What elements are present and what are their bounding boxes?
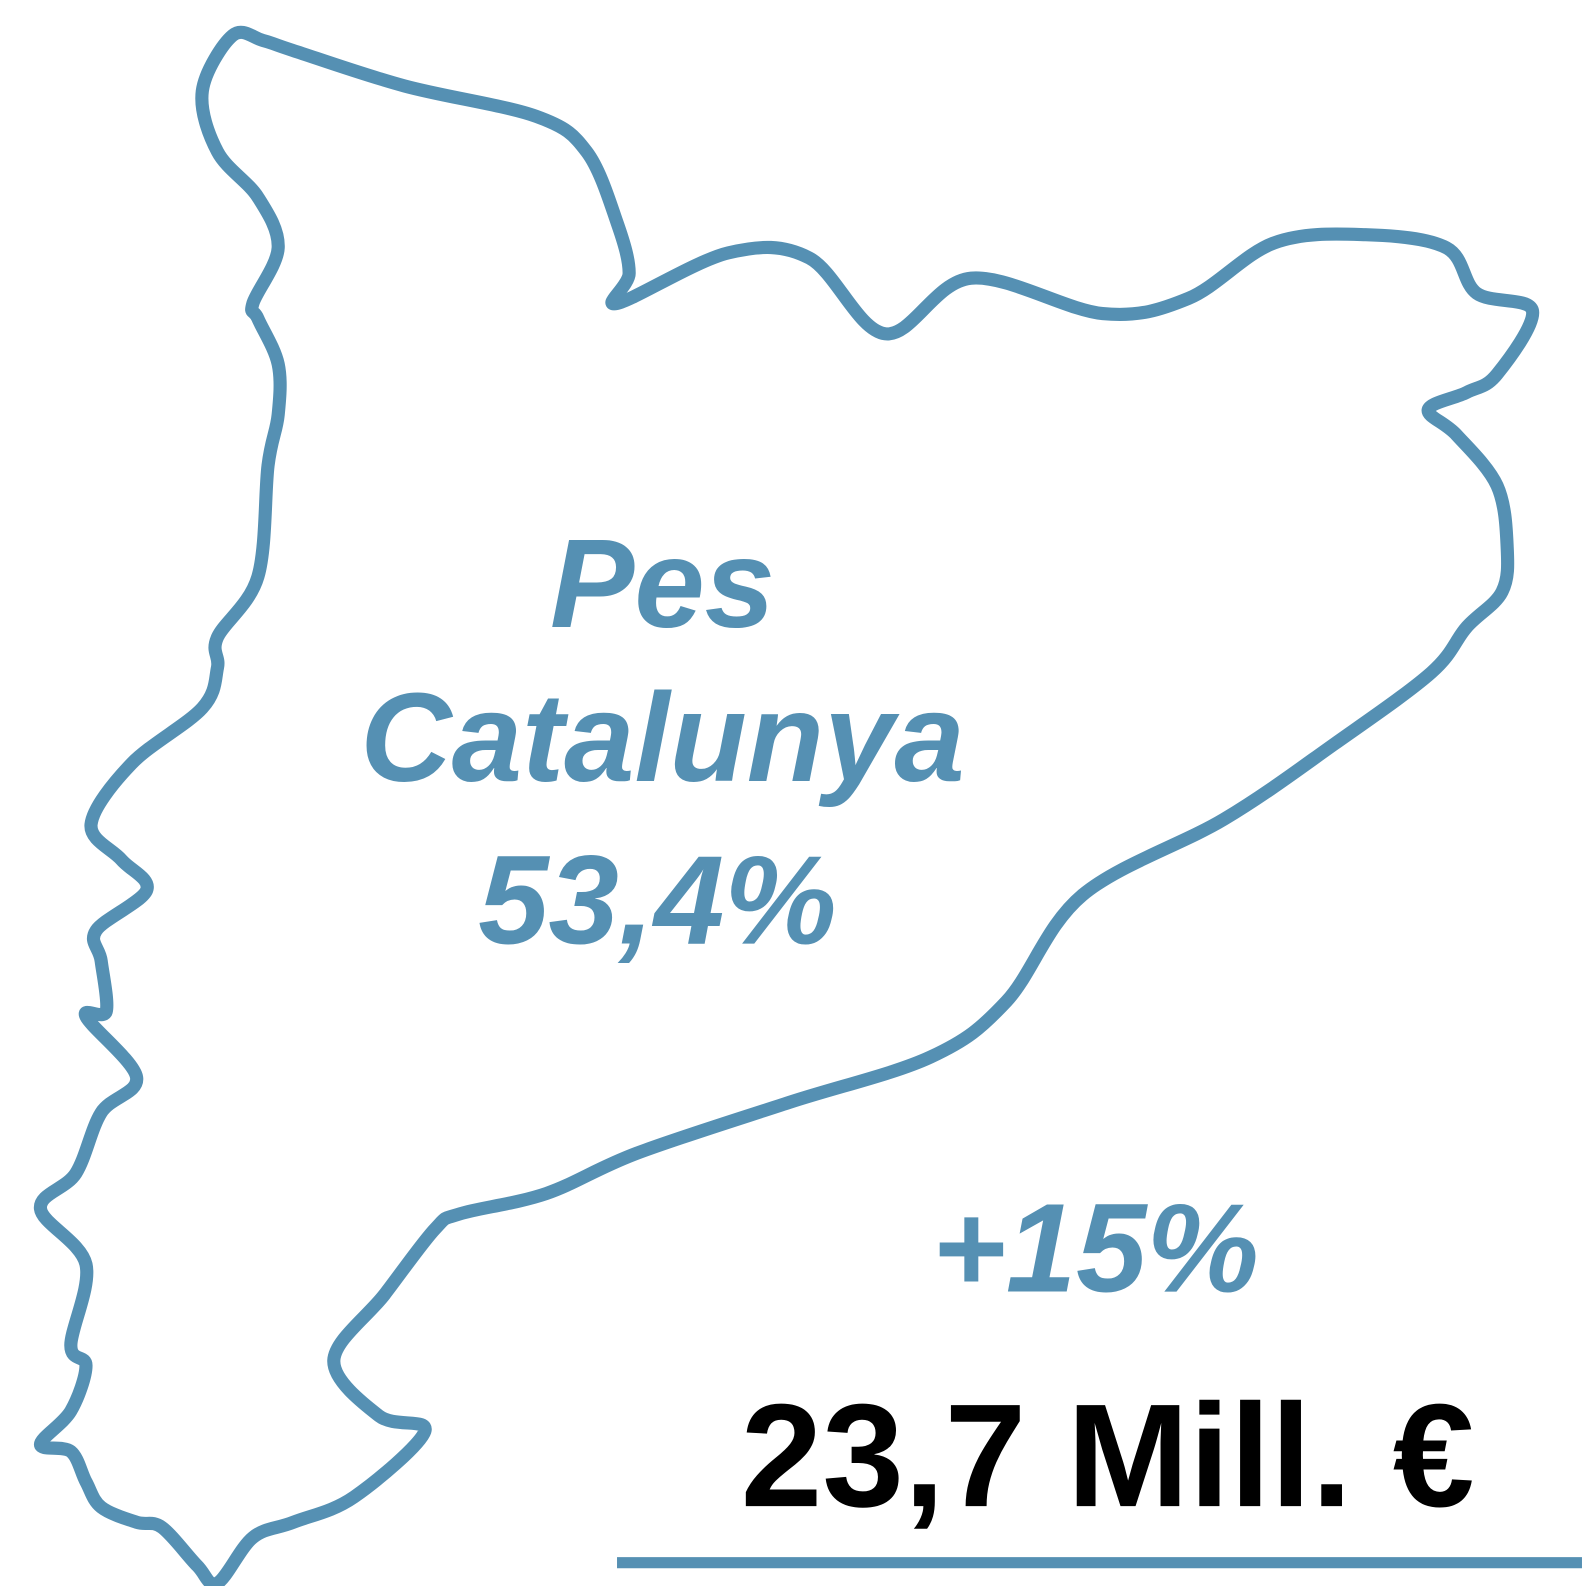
growth-value: +15% — [932, 1178, 1259, 1319]
amount-value: 23,7 Mill. € — [741, 1374, 1475, 1538]
region-outline — [33, 25, 1540, 1586]
label-line: Catalunya — [360, 667, 964, 808]
label-line: Pes — [550, 513, 775, 654]
share-value: 53,4% — [478, 830, 836, 971]
